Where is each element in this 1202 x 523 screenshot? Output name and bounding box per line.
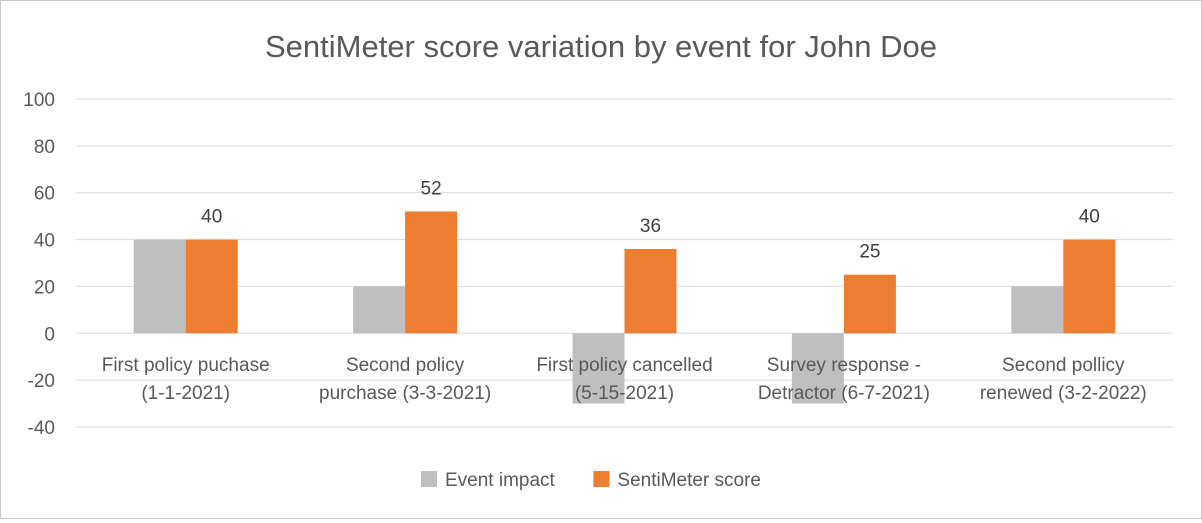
bar-event-impact [791,333,844,404]
data-label: 36 [640,216,661,237]
y-tick-label: 80 [34,137,55,158]
chart-title: SentiMeter score variation by event for … [265,29,937,64]
legend-label: Event impact [445,470,556,491]
y-tick-label: -20 [28,371,55,392]
x-category-label: Survey response - [767,355,921,376]
x-category-label: Detractor (6-7-2021) [758,383,930,404]
x-category-label: First policy puchase [102,355,270,376]
y-tick-label: 20 [34,277,55,298]
data-label: 40 [201,207,222,228]
bars [133,211,1116,404]
y-axis-ticks: 100 80 60 40 20 0 -20 -40 [23,90,55,439]
bar-event-impact [353,286,406,334]
bar-event-impact [1011,286,1064,334]
x-category-label: (1-1-2021) [141,383,230,404]
bar-sentimeter-score [185,239,238,334]
data-labels: 40 52 36 25 40 [201,178,1100,262]
data-label: 52 [421,178,442,199]
bar-sentimeter-score [624,248,677,334]
x-category-label: purchase (3-3-2021) [319,383,491,404]
y-tick-label: 0 [44,324,55,345]
data-label: 40 [1079,207,1100,228]
legend-swatch [421,471,437,487]
y-tick-label: 60 [34,184,55,205]
y-tick-label: 100 [23,90,55,111]
x-category-label: Second pollicy [1002,355,1125,376]
x-category-label: (5-15-2021) [575,383,674,404]
bar-sentimeter-score [1063,239,1116,334]
legend-swatch [593,471,610,487]
legend-label: SentiMeter score [617,470,761,491]
y-tick-label: 40 [34,231,55,252]
data-label: 25 [859,242,880,263]
bar-event-impact [572,333,625,404]
bar-event-impact [133,239,186,334]
legend: Event impact SentiMeter score [421,470,761,491]
bar-sentimeter-score [405,211,458,334]
bar-sentimeter-score [843,274,896,334]
x-category-label: First policy cancelled [536,355,712,376]
x-category-label: renewed (3-2-2022) [980,383,1147,404]
x-category-label: Second policy [346,355,465,376]
x-axis-categories: First policy puchase (1-1-2021) Second pol… [102,355,1147,404]
y-tick-label: -40 [28,418,55,439]
